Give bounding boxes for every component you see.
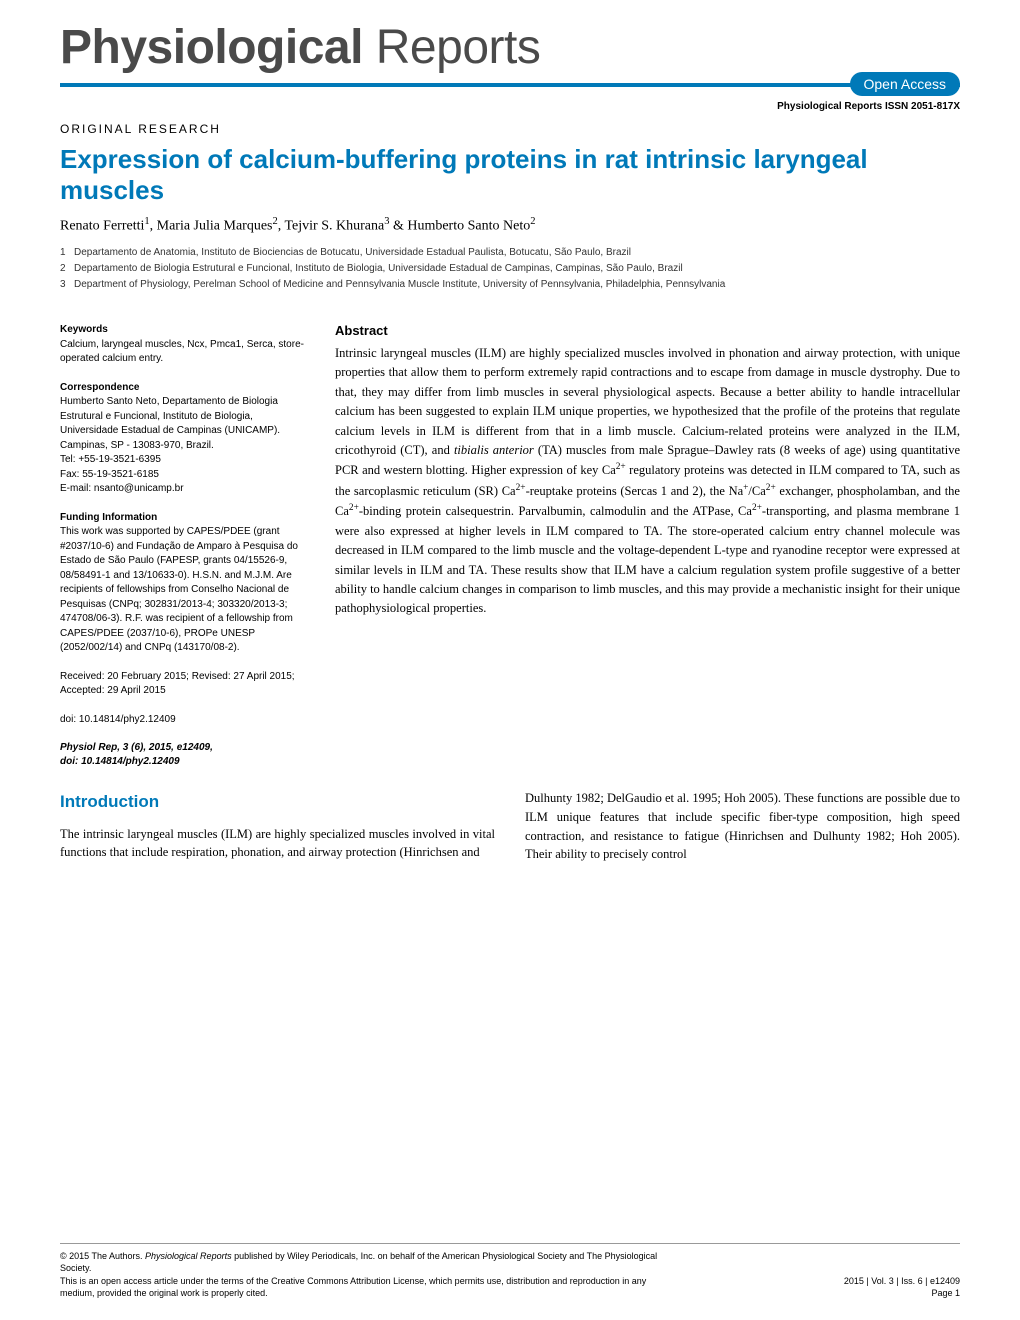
funding-heading: Funding Information <box>60 511 305 526</box>
keywords-text: Calcium, laryngeal muscles, Ncx, Pmca1, … <box>60 338 305 367</box>
page-footer: © 2015 The Authors. Physiological Report… <box>60 1243 960 1300</box>
intro-col2-text: Dulhunty 1982; DelGaudio et al. 1995; Ho… <box>525 791 960 861</box>
footer-page: Page 1 <box>844 1287 960 1300</box>
citation-line-2: doi: 10.14814/phy2.12409 <box>60 755 305 769</box>
copyright-text: © 2015 The Authors. Physiological Report… <box>60 1250 660 1300</box>
dates-text: Received: 20 February 2015; Revised: 27 … <box>60 670 305 699</box>
introduction-heading: Introduction <box>60 789 495 815</box>
footer-right: 2015 | Vol. 3 | Iss. 6 | e12409 Page 1 <box>844 1275 960 1300</box>
article-header: ORIGINAL RESEARCH Expression of calcium-… <box>0 112 1020 292</box>
citation-block: Physiol Rep, 3 (6), 2015, e12409, doi: 1… <box>60 741 305 769</box>
journal-title-light: Reports <box>363 21 540 74</box>
affiliations: 1Departamento de Anatomia, Instituto de … <box>60 245 960 292</box>
correspondence-text: Humberto Santo Neto, Departamento de Bio… <box>60 395 305 497</box>
journal-title: Physiological Reports <box>60 20 960 75</box>
journal-masthead: Physiological Reports <box>0 0 1020 75</box>
correspondence-heading: Correspondence <box>60 381 305 396</box>
abstract-column: Abstract Intrinsic laryngeal muscles (IL… <box>335 323 960 769</box>
abstract-text: Intrinsic laryngeal muscles (ILM) are hi… <box>335 344 960 619</box>
author-list: Renato Ferretti1, Maria Julia Marques2, … <box>60 216 960 235</box>
funding-text: This work was supported by CAPES/PDEE (g… <box>60 525 305 656</box>
affiliation-row: 1Departamento de Anatomia, Instituto de … <box>60 245 960 260</box>
article-type: ORIGINAL RESEARCH <box>60 122 960 136</box>
citation-line-1: Physiol Rep, 3 (6), 2015, e12409, <box>60 741 305 755</box>
footer-issue: 2015 | Vol. 3 | Iss. 6 | e12409 <box>844 1275 960 1288</box>
open-access-badge: Open Access <box>850 72 961 96</box>
introduction-section: Introduction The intrinsic laryngeal mus… <box>0 769 1020 864</box>
abstract-row: Keywords Calcium, laryngeal muscles, Ncx… <box>0 293 1020 769</box>
intro-col1-text: The intrinsic laryngeal muscles (ILM) ar… <box>60 827 495 860</box>
header-rule: Open Access <box>60 83 960 87</box>
abstract-heading: Abstract <box>335 323 960 338</box>
affiliation-row: 3Department of Physiology, Perelman Scho… <box>60 277 960 292</box>
affiliation-row: 2Departamento de Biologia Estrutural e F… <box>60 261 960 276</box>
journal-title-bold: Physiological <box>60 21 363 74</box>
article-title: Expression of calcium-buffering proteins… <box>60 144 960 206</box>
doi-text: doi: 10.14814/phy2.12409 <box>60 713 305 728</box>
keywords-heading: Keywords <box>60 323 305 338</box>
sidebar: Keywords Calcium, laryngeal muscles, Ncx… <box>60 323 305 769</box>
